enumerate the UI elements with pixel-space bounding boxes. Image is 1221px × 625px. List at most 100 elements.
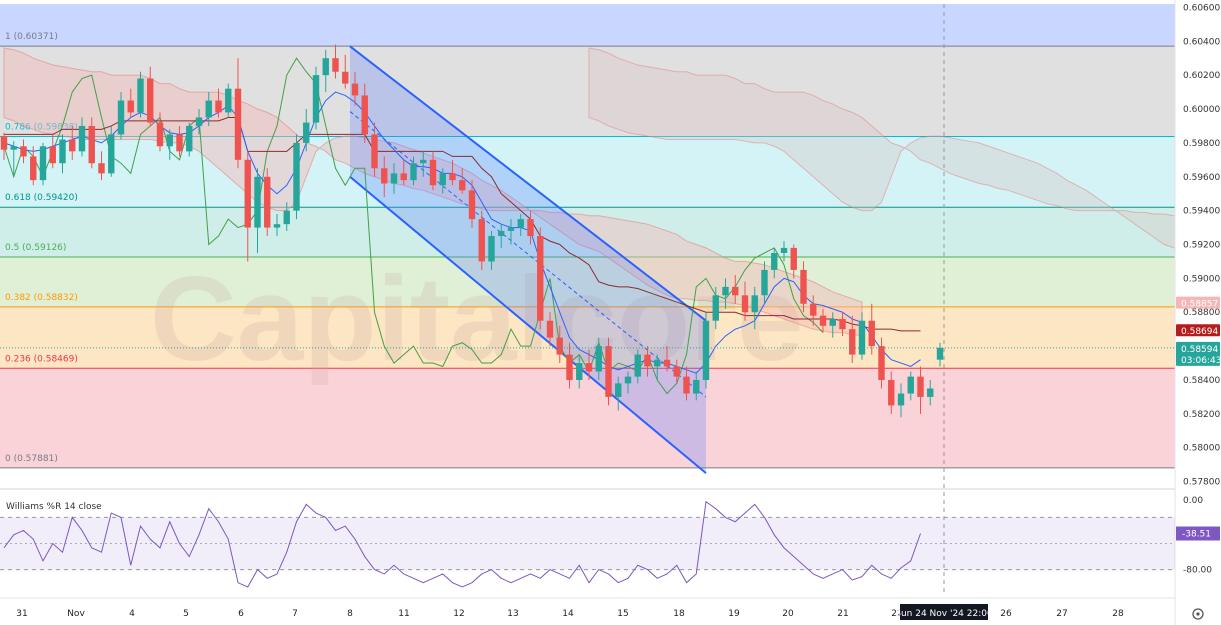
time-tick-label: 11 (398, 609, 409, 619)
candle-body (322, 58, 329, 76)
fib-level-label: 0.382 (0.58832) (5, 293, 78, 303)
price-tick-label: 0.59400 (1183, 207, 1220, 217)
candle-body (585, 363, 593, 372)
candle-body (147, 78, 154, 123)
cursor-date-label: Sun 24 Nov '24 22:00 (895, 609, 993, 619)
indicator-label: Williams %R 14 close (6, 502, 102, 512)
candle-body (390, 173, 398, 184)
price-tick-label: 0.60200 (1183, 71, 1220, 81)
time-tick-label: 8 (347, 609, 353, 619)
candle-body (468, 190, 476, 220)
time-tick-label: 7 (292, 609, 298, 619)
candle-body (683, 376, 690, 394)
candle-body (429, 159, 437, 186)
settings-gear-icon[interactable] (1192, 608, 1204, 620)
time-tick-label: 21 (837, 609, 848, 619)
candle-body (439, 173, 446, 186)
candle-body (829, 319, 836, 326)
candle-body (108, 134, 115, 174)
time-tick-label: 27 (1056, 609, 1067, 619)
gear-ring (1192, 608, 1204, 620)
price-tick-label: 0.59200 (1183, 241, 1220, 251)
price-tag-last-countdown: 03:06:43 (1181, 356, 1221, 366)
regression-channel-upper (349, 45, 707, 322)
candle-body (576, 363, 583, 380)
time-tick-label: 4 (129, 609, 135, 619)
candle-body (342, 71, 349, 84)
time-tick-label: 20 (782, 609, 794, 619)
candle-body (98, 163, 105, 174)
candle-body (420, 159, 427, 164)
candle-body (849, 329, 856, 355)
price-tag-cloud: 0.58857 (1181, 300, 1218, 310)
candle-body (195, 117, 203, 126)
candle-body (800, 269, 807, 304)
fib-band (0, 136, 1175, 208)
candle-body (244, 159, 251, 228)
candle-body (264, 176, 271, 228)
candle-body (283, 210, 290, 225)
candle-body (624, 376, 632, 384)
time-tick-label: 5 (183, 609, 189, 619)
candle-body (702, 320, 710, 380)
candle-body (273, 224, 281, 228)
price-tick-label: 0.60400 (1183, 37, 1220, 47)
cursor-date-bg (900, 604, 988, 620)
candle-body (927, 388, 934, 397)
candle-body (732, 286, 739, 296)
candle-body (771, 252, 778, 270)
ichimoku-lagging-span (3, 57, 824, 395)
candle-body (790, 247, 797, 270)
candle-body (39, 146, 47, 181)
candle-body (371, 134, 378, 169)
ichimoku-cloud-forward (588, 47, 1221, 278)
candle-body (780, 247, 788, 253)
candle-body (215, 100, 222, 113)
time-tick-label: 14 (562, 609, 574, 619)
fib-level-label: 0 (0.57881) (5, 454, 58, 464)
candle-body (517, 219, 524, 228)
candle-body (888, 379, 895, 406)
price-tick-label: 0.59600 (1183, 173, 1220, 183)
wpr-value-tag-bg (1176, 526, 1220, 541)
candle-body (673, 366, 680, 377)
time-tick-label: 26 (1000, 609, 1012, 619)
candle-body (88, 125, 95, 164)
candle-body (234, 88, 242, 160)
candle-body (634, 354, 641, 377)
fib-band (0, 257, 1175, 307)
candle-body (615, 383, 622, 397)
wpr-level-label: -80.00 (1183, 566, 1212, 576)
candle-body (693, 379, 700, 394)
candle-body (546, 320, 554, 338)
candle-body (225, 88, 232, 113)
candle-body (49, 146, 56, 164)
candle-body (595, 346, 602, 372)
fib-level-label: 0.236 (0.58469) (5, 354, 78, 364)
price-tag-kijun-bg (1176, 324, 1220, 337)
candle-body (722, 286, 729, 296)
time-tick-label: 19 (728, 609, 740, 619)
candle-body (20, 146, 27, 157)
candle-body (449, 173, 456, 181)
candle-body (293, 142, 300, 211)
fib-level-label: 1 (0.60371) (5, 32, 58, 42)
candle-body (381, 168, 388, 184)
time-tick-label: 12 (453, 609, 464, 619)
regression-channel-mid (349, 111, 707, 398)
wpr-line (3, 500, 921, 588)
time-tick-label: 18 (673, 609, 685, 619)
candle-body (663, 359, 671, 367)
candle-body (858, 320, 866, 355)
ichimoku-kijun-line (4, 116, 921, 332)
wpr-value-tag: -38.51 (1182, 530, 1211, 540)
price-tag-cloud-bg (1176, 296, 1220, 309)
candle-body (751, 295, 758, 313)
price-tick-label: 0.58000 (1183, 444, 1220, 454)
candle-body (897, 393, 905, 406)
candle-body (605, 346, 612, 397)
candle-body (907, 376, 914, 394)
price-tick-label: 0.58200 (1183, 410, 1220, 420)
candle-body (400, 173, 407, 181)
